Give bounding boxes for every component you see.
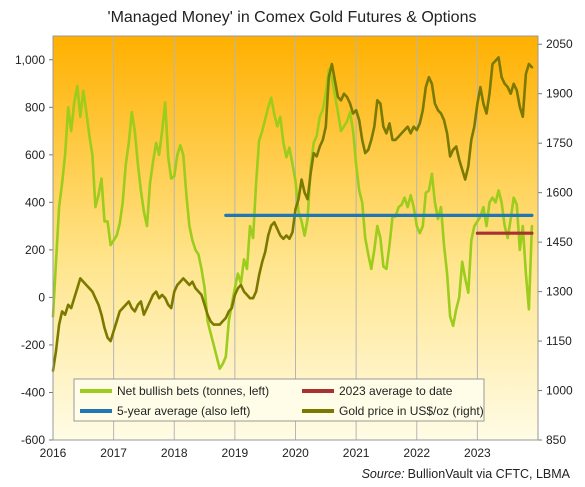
- legend-label-net-bets: Net bullish bets (tonnes, left): [117, 384, 269, 398]
- y-left-tick-label: -600: [21, 433, 45, 447]
- y-left-tick-label: -400: [21, 385, 45, 399]
- y-left-tick-label: 600: [25, 148, 45, 162]
- legend: Net bullish bets (tonnes, left) 2023 ave…: [73, 378, 485, 422]
- x-tick-label-2021: 2021: [343, 446, 370, 460]
- plot-frame: [52, 35, 539, 441]
- y-left-tick-label: 400: [25, 195, 45, 209]
- legend-label-5-year-average: 5-year average (also left): [117, 404, 250, 418]
- source-note: Source: BullionVault via CFTC, LBMA: [362, 467, 571, 481]
- y-left-tick-label: 200: [25, 243, 45, 257]
- y-right-tick-label: 1000: [546, 384, 573, 398]
- y-axis-right: 850 1000 1150 1300 1450 1600 1750 1900 2050: [538, 37, 573, 447]
- series-lines: [51, 56, 534, 373]
- y-right-tick-label: 2050: [546, 37, 573, 51]
- y-right-tick-label: 1150: [546, 334, 572, 348]
- y-left-tick-label: -200: [21, 338, 45, 352]
- legend-box: [73, 378, 485, 422]
- x-tick-label-2019: 2019: [222, 446, 249, 460]
- y-right-tick-label: 850: [546, 433, 566, 447]
- y-right-tick-label: 1900: [546, 87, 573, 101]
- y-left-tick-label: 1,000: [15, 53, 45, 67]
- source-prefix: Source:: [362, 467, 405, 481]
- legend-label-gold-price: Gold price in US$/oz (right): [339, 404, 484, 418]
- x-tick-label-2018: 2018: [161, 446, 188, 460]
- x-axis: 2016 2017 2018 2019 2020 2021 2022 2023: [40, 446, 491, 460]
- x-tick-label-2023: 2023: [464, 446, 491, 460]
- legend-label-2023-average: 2023 average to date: [339, 384, 453, 398]
- source-text: BullionVault via CFTC, LBMA: [408, 467, 571, 481]
- x-tick-label-2017: 2017: [100, 446, 127, 460]
- y-left-tick-label: 0: [38, 290, 45, 304]
- y-right-tick-label: 1450: [546, 235, 573, 249]
- series-gold-price: [51, 56, 534, 373]
- series-net-bullish-bets: [51, 68, 534, 371]
- y-right-tick-label: 1600: [546, 186, 573, 200]
- chart-title: 'Managed Money' in Comex Gold Futures & …: [108, 9, 477, 26]
- y-right-tick-label: 1300: [546, 285, 573, 299]
- x-tick-label-2020: 2020: [282, 446, 309, 460]
- y-left-tick-label: 800: [25, 100, 45, 114]
- y-axis-left: -600 -400 -200 0 200 400 600 800 1,000: [15, 53, 53, 447]
- x-tick-label-2022: 2022: [403, 446, 430, 460]
- x-tick-label-2016: 2016: [40, 446, 67, 460]
- y-right-tick-label: 1750: [546, 136, 573, 150]
